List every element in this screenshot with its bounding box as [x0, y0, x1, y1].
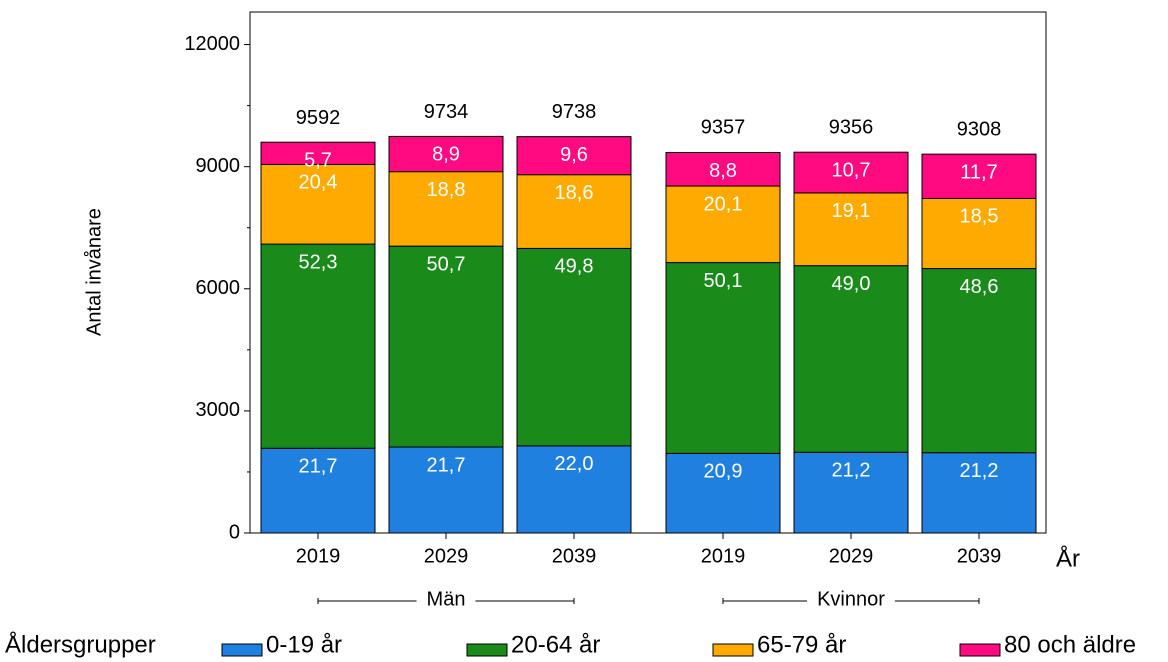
value-label: 8,9: [432, 144, 460, 166]
legend-label: 65-79 år: [757, 631, 846, 658]
legend-label: 80 och äldre: [1004, 631, 1136, 658]
x-tick-label: 2019: [701, 545, 746, 567]
y-tick-label: 6000: [196, 277, 241, 299]
bar-segment: [665, 262, 781, 454]
legend-label: 20-64 år: [511, 631, 600, 658]
plot-frame: [249, 11, 1047, 534]
x-tick-label: 2019: [296, 545, 341, 567]
value-label: 49,0: [832, 273, 871, 295]
value-label: 48,6: [960, 276, 999, 298]
bar-segment: [793, 151, 909, 194]
total-label: 9592: [296, 107, 341, 129]
value-label: 20,4: [299, 172, 338, 194]
bar-segment: [921, 452, 1037, 534]
total-label: 9357: [701, 116, 746, 138]
value-label: 21,7: [427, 454, 466, 476]
x-tick-label: 2029: [424, 545, 469, 567]
x-tick-label: 2029: [829, 545, 874, 567]
bar-segment: [516, 174, 632, 249]
x-tick-label: 2039: [552, 545, 597, 567]
y-tick-label: 9000: [196, 155, 241, 177]
value-label: 10,7: [832, 159, 871, 181]
bar-segment: [260, 141, 376, 165]
total-label: 9734: [424, 101, 469, 123]
legend-swatch: [712, 643, 754, 657]
value-label: 8,8: [709, 160, 737, 182]
value-label: 21,2: [960, 460, 999, 482]
bar-segment: [921, 268, 1037, 454]
y-axis-label: Antal invånare: [83, 208, 105, 336]
legend-swatch: [466, 643, 508, 657]
value-label: 18,8: [427, 179, 466, 201]
group-label: Kvinnor: [817, 588, 885, 610]
bar-segment: [516, 247, 632, 447]
bar-segment: [260, 447, 376, 534]
bar-segment: [793, 451, 909, 534]
bar-segment: [793, 265, 909, 453]
value-label: 52,3: [299, 251, 338, 273]
bar-segment: [388, 135, 504, 173]
legend-swatch: [959, 643, 1001, 657]
y-tick-label: 3000: [196, 399, 241, 421]
total-label: 9308: [957, 118, 1002, 140]
bar-segment: [388, 171, 504, 247]
value-label: 50,7: [427, 253, 466, 275]
value-label: 21,2: [832, 460, 871, 482]
value-label: 20,9: [704, 461, 743, 483]
bar-segment: [388, 446, 504, 534]
bar-segment: [793, 192, 909, 267]
total-label: 9356: [829, 116, 874, 138]
bar-segment: [516, 136, 632, 176]
legend-title: Åldersgrupper: [5, 630, 156, 658]
value-label: 50,1: [704, 270, 743, 292]
value-label: 9,6: [560, 144, 588, 166]
value-label: 5,7: [304, 149, 332, 171]
legend-swatch: [221, 643, 263, 657]
bar-segment: [665, 452, 781, 534]
y-tick-label: 0: [229, 521, 240, 543]
bar-segment: [516, 445, 632, 534]
value-label: 11,7: [960, 161, 997, 183]
bar-segment: [921, 197, 1037, 270]
value-label: 21,7: [299, 456, 338, 478]
bar-segment: [665, 185, 781, 264]
value-label: 19,1: [832, 200, 871, 222]
bar-segment: [665, 152, 781, 187]
x-axis-label: År: [1056, 544, 1080, 572]
value-label: 20,1: [704, 193, 743, 215]
y-tick-label: 12000: [184, 33, 240, 55]
total-label: 9738: [552, 101, 597, 123]
value-label: 22,0: [555, 453, 594, 475]
value-label: 18,6: [555, 182, 594, 204]
bar-segment: [921, 153, 1037, 199]
legend-label: 0-19 år: [266, 631, 342, 658]
bar-segment: [260, 243, 376, 449]
bar-segment: [388, 245, 504, 448]
value-label: 49,8: [555, 256, 594, 278]
bar-segment: [260, 163, 376, 245]
value-label: 18,5: [960, 206, 999, 228]
x-tick-label: 2039: [957, 545, 1002, 567]
group-label: Män: [427, 588, 466, 610]
